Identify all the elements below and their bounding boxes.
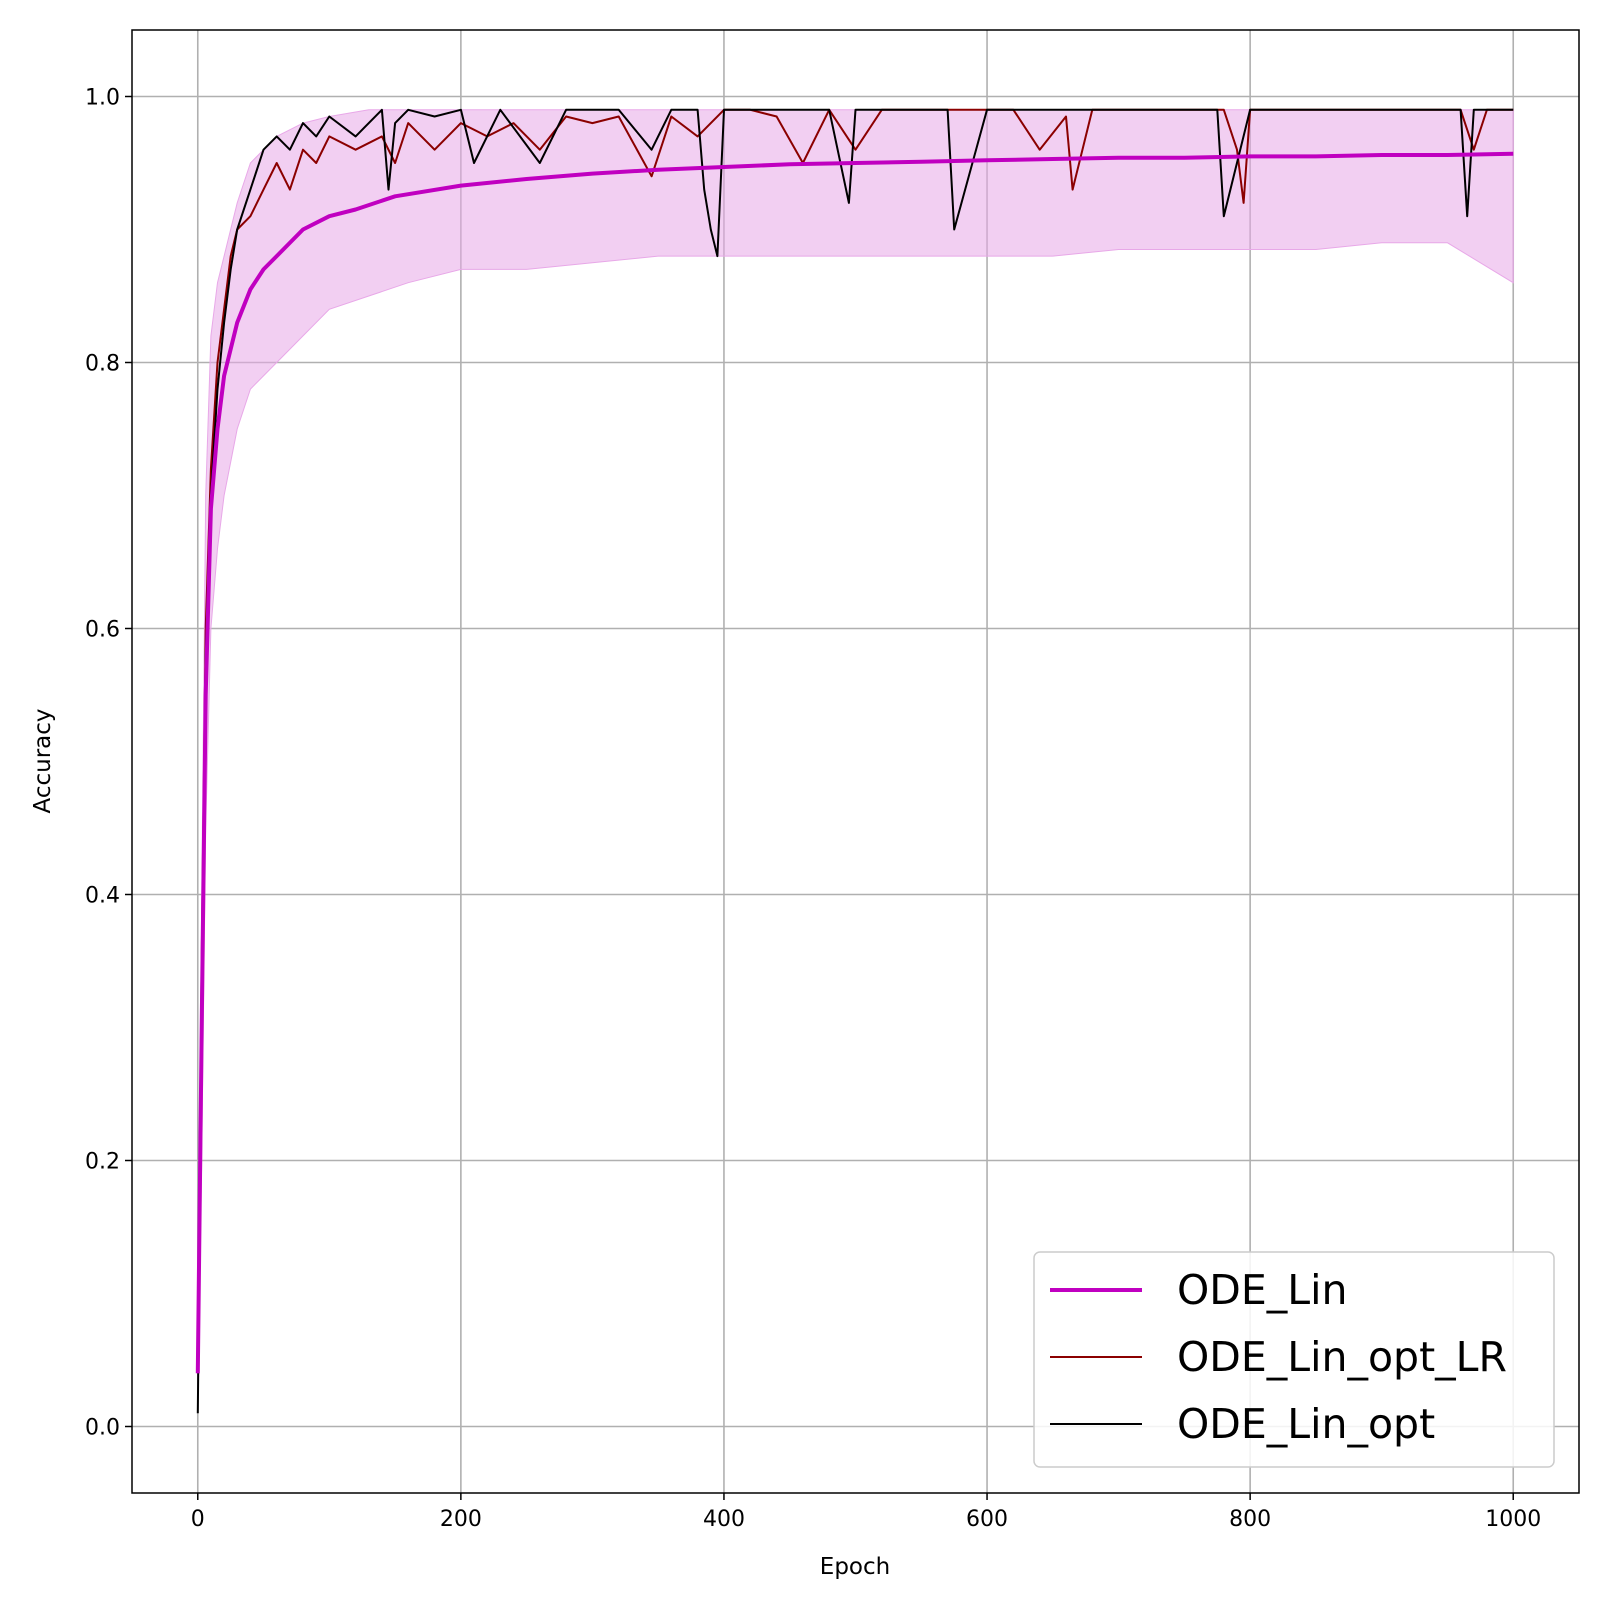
y-tick-label: 0.2: [85, 1150, 120, 1175]
legend-label: ODE_Lin_opt: [1177, 1400, 1435, 1448]
y-axis-label: Accuracy: [30, 708, 56, 813]
y-axis-ticks: 0.0 0.2 0.4 0.6 0.8 1.0: [85, 86, 132, 1441]
plot-frame: [131, 29, 1580, 1494]
y-tick-label: 0.8: [85, 352, 120, 377]
legend-label: ODE_Lin_opt_LR: [1177, 1333, 1507, 1381]
series-line-ode-lin: [195, 151, 1514, 1374]
legend-box: [1033, 1251, 1555, 1468]
x-tick-label: 0: [191, 1507, 205, 1532]
y-tick-label: 0.4: [85, 884, 120, 909]
y-tick-label: 0.6: [85, 618, 120, 643]
x-tick-label: 200: [440, 1507, 482, 1532]
x-tick-label: 400: [703, 1507, 745, 1532]
x-tick-label: 800: [1229, 1507, 1271, 1532]
x-tick-label: 1000: [1485, 1507, 1541, 1532]
x-axis-label: Epoch: [820, 1554, 890, 1580]
x-tick-label: 600: [966, 1507, 1008, 1532]
legend-label: ODE_Lin: [1177, 1266, 1347, 1314]
legend: ODE_Lin ODE_Lin_opt_LR ODE_Lin_opt: [1033, 1251, 1555, 1468]
grid-lines: [132, 30, 1579, 1493]
series-line-ode-lin-opt: [196, 108, 1514, 1414]
y-tick-label: 0.0: [85, 1416, 120, 1441]
y-tick-label: 1.0: [85, 86, 120, 111]
series-layer: [195, 108, 1514, 1414]
x-axis-ticks: 0 200 400 600 800 1000: [191, 1493, 1541, 1532]
